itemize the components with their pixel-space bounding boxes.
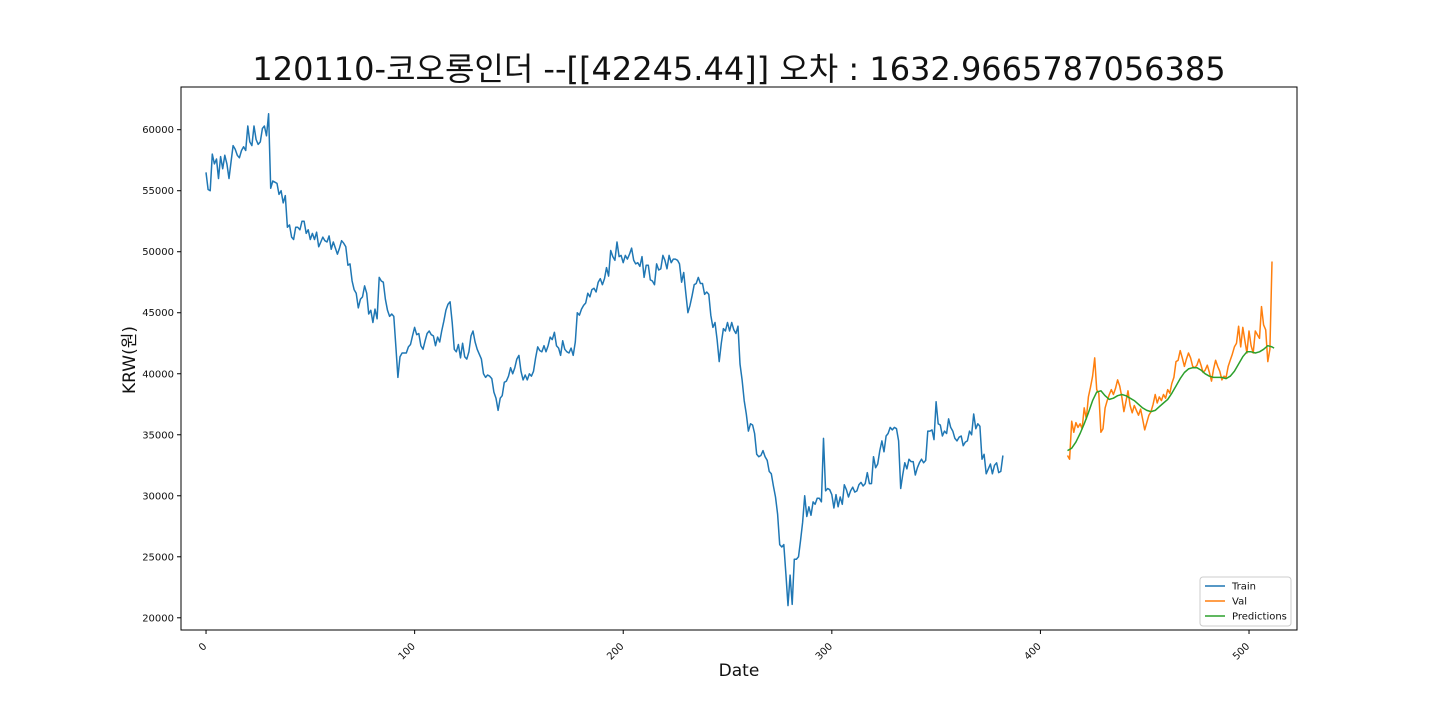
legend-label-val: Val <box>1232 597 1247 608</box>
y-tick-label: 60000 <box>142 125 174 136</box>
x-tick-label: 0 <box>197 641 209 653</box>
legend: Train Val Predictions <box>1199 576 1292 627</box>
y-tick-label: 30000 <box>142 491 174 502</box>
y-tick-label: 45000 <box>142 308 174 319</box>
x-tick-label: 100 <box>397 641 418 662</box>
series-line-val <box>1066 261 1273 460</box>
y-axis-ticks: 20000 25000 30000 35000 40000 45000 50000 55000… <box>142 125 181 624</box>
x-tick-label: 400 <box>1022 641 1043 662</box>
legend-frame <box>1199 576 1292 627</box>
legend-label-train: Train <box>1231 582 1256 593</box>
plot-frame <box>180 86 1298 631</box>
legend-label-predictions: Predictions <box>1232 612 1287 623</box>
y-tick-label: 40000 <box>142 369 174 380</box>
series-layer <box>205 113 1275 607</box>
y-tick-label: 55000 <box>142 186 174 197</box>
series-line-train <box>205 113 1004 607</box>
y-tick-label: 25000 <box>142 552 174 563</box>
series-line-predictions <box>1067 344 1275 452</box>
x-tick-label: 500 <box>1231 641 1252 662</box>
y-tick-label: 50000 <box>142 247 174 258</box>
x-tick-label: 300 <box>814 641 835 662</box>
chart-title: 120110-코오롱인더 --[[42245.44]] 오차 : 1632.96… <box>252 50 1225 88</box>
y-tick-label: 20000 <box>142 613 174 624</box>
x-tick-label: 200 <box>605 641 626 662</box>
y-tick-label: 35000 <box>142 430 174 441</box>
y-axis-label: KRW(원) <box>120 326 140 394</box>
x-axis-ticks: 0 100 200 300 400 500 <box>197 630 1252 662</box>
x-axis-label: Date <box>719 661 760 681</box>
